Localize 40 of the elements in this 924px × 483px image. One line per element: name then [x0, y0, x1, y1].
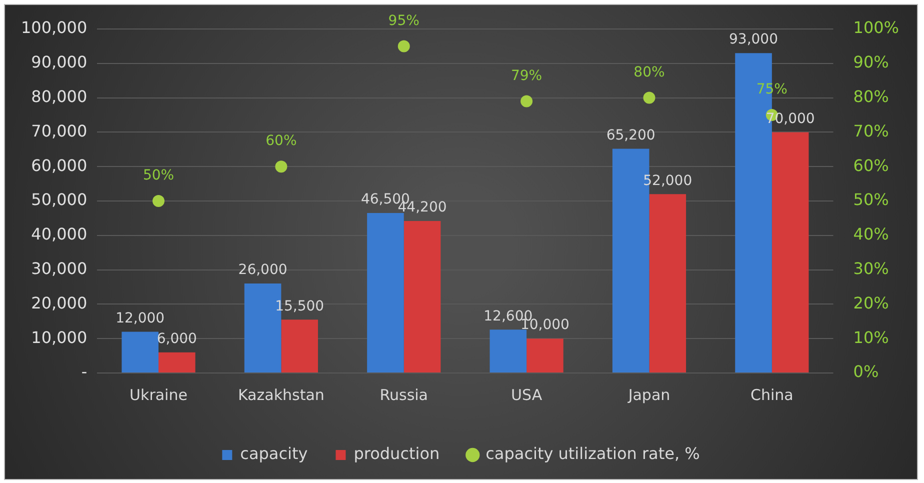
y2-tick-label: 80%: [853, 86, 889, 106]
x-tick-label: Ukraine: [130, 386, 188, 404]
legend-label: production: [354, 444, 440, 464]
legend-label: capacity utilization rate, %: [486, 444, 700, 464]
data-label: 79%: [510, 68, 542, 84]
y2-tick-label: 40%: [853, 224, 889, 244]
data-label: 93,000: [729, 32, 778, 48]
data-label: 12,000: [116, 310, 165, 326]
y-tick-label: 80,000: [31, 86, 88, 106]
data-label: 95%: [388, 12, 420, 29]
y2-tick-label: 10%: [853, 328, 889, 347]
data-label: 80%: [634, 64, 665, 80]
y-tick-label: 60,000: [31, 156, 88, 175]
y2-tick-label: 30%: [853, 258, 889, 278]
y-tick-label: 70,000: [31, 121, 88, 140]
data-label: 26,000: [238, 262, 288, 278]
y2-tick-label: 90%: [853, 52, 889, 72]
data-label: 50%: [142, 168, 174, 184]
x-tick-label: Japan: [627, 386, 670, 404]
y-tick-label: 40,000: [31, 224, 88, 244]
y2-tick-label: 60%: [853, 156, 889, 175]
data-label: 65,200: [606, 127, 656, 144]
y2-tick-label: 50%: [853, 190, 889, 210]
y-tick-label: 20,000: [31, 293, 88, 312]
legend-label: capacity: [240, 444, 308, 464]
x-tick-label: Russia: [380, 386, 428, 404]
y-tick-label: 30,000: [31, 258, 88, 278]
y-tick-label: -: [81, 362, 88, 382]
y-tick-label: 10,000: [31, 328, 88, 347]
x-tick-label: Kazakhstan: [238, 386, 324, 404]
y2-tick-label: 70%: [853, 121, 889, 140]
x-tick-label: USA: [511, 386, 543, 404]
data-label: 60%: [266, 133, 297, 150]
y-tick-label: 100,000: [20, 18, 88, 38]
y-tick-label: 50,000: [31, 190, 88, 210]
y2-tick-label: 20%: [853, 293, 889, 312]
x-tick-label: China: [750, 386, 794, 404]
y2-tick-label: 100%: [853, 18, 900, 38]
y2-tick-label: 0%: [853, 362, 879, 382]
y-tick-label: 90,000: [31, 52, 88, 72]
